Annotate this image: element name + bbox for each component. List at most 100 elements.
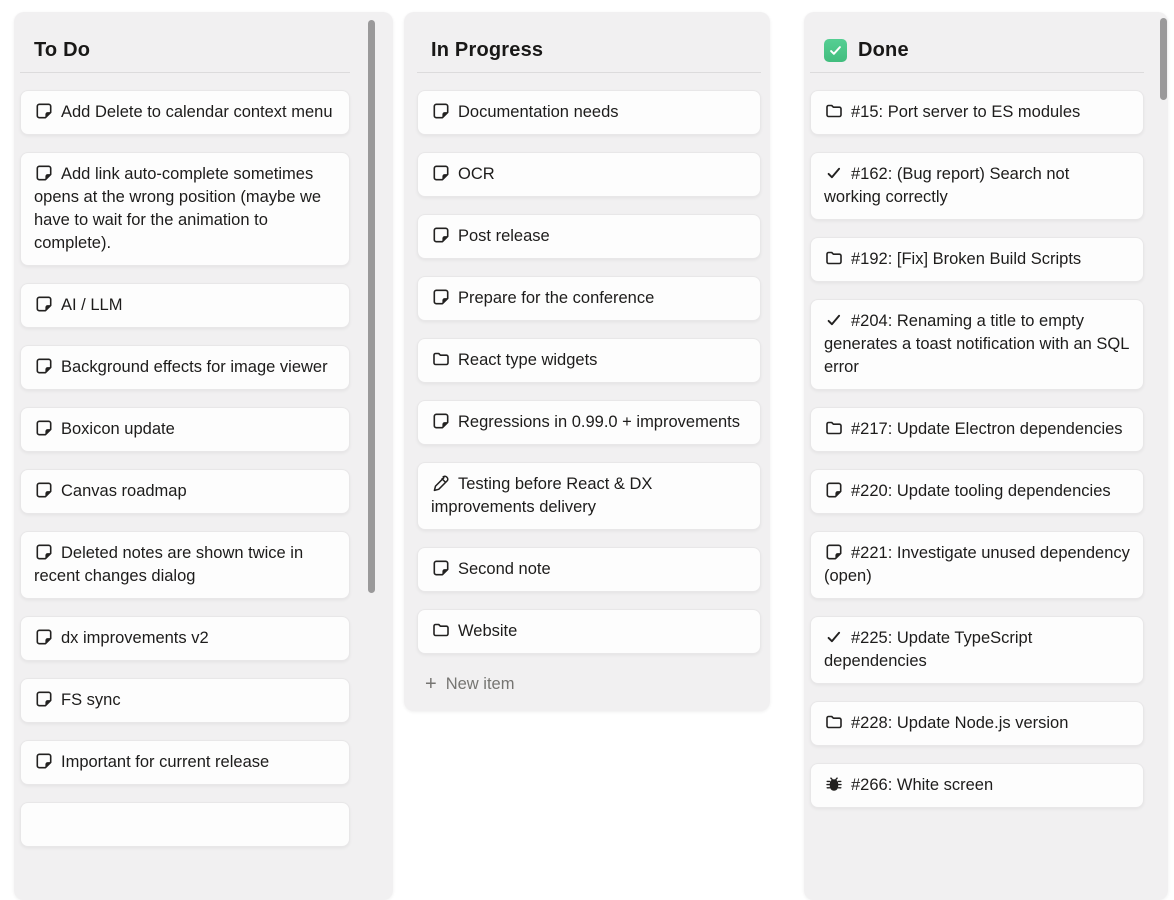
plus-icon: + [425, 673, 437, 695]
column-in-progress: In Progress Documentation needs OCR Post r… [404, 12, 770, 711]
note-icon [34, 101, 54, 121]
card[interactable]: Post release [417, 214, 761, 259]
card[interactable] [20, 802, 350, 847]
card-text: #220: Update tooling dependencies [851, 482, 1111, 500]
note-icon [34, 542, 54, 562]
card-text: #221: Investigate unused dependency (ope… [824, 544, 1130, 585]
card[interactable]: AI / LLM [20, 283, 350, 328]
card[interactable]: Background effects for image viewer [20, 345, 350, 390]
card[interactable]: Website [417, 609, 761, 654]
header-divider [20, 72, 350, 73]
in-progress-card-list: Documentation needs OCR Post release Prepar… [417, 90, 761, 654]
note-icon [34, 163, 54, 183]
note-icon [431, 163, 451, 183]
card[interactable]: OCR [417, 152, 761, 197]
folder-icon [431, 620, 451, 640]
card[interactable]: Add link auto-complete sometimes opens a… [20, 152, 350, 266]
card-text: dx improvements v2 [61, 629, 209, 647]
done-column-scrollbar-thumb[interactable] [1160, 18, 1167, 100]
note-icon [431, 411, 451, 431]
card-text: #266: White screen [851, 776, 994, 794]
card[interactable]: Regressions in 0.99.0 + improvements [417, 400, 761, 445]
card-text: Website [458, 622, 518, 640]
card[interactable]: #217: Update Electron dependencies [810, 407, 1144, 452]
card-text: #162: (Bug report) Search not working co… [824, 165, 1070, 206]
new-item-label: New item [445, 674, 515, 693]
check-icon [824, 627, 844, 647]
note-icon [824, 480, 844, 500]
column-title: In Progress [431, 39, 544, 61]
note-icon [34, 627, 54, 647]
column-todo-header: To Do [34, 36, 350, 64]
card-text: React type widgets [458, 351, 598, 369]
column-in-progress-header: In Progress [431, 36, 761, 64]
note-icon [431, 225, 451, 245]
card-text: Second note [458, 560, 551, 578]
card-text: Add link auto-complete sometimes opens a… [34, 165, 322, 252]
check-icon [824, 163, 844, 183]
note-icon [34, 480, 54, 500]
card-text: Boxicon update [61, 420, 175, 438]
folder-icon [824, 101, 844, 121]
column-done-header: Done [824, 36, 1144, 64]
card[interactable]: #15: Port server to ES modules [810, 90, 1144, 135]
card[interactable]: Prepare for the conference [417, 276, 761, 321]
card[interactable]: #162: (Bug report) Search not working co… [810, 152, 1144, 220]
card[interactable]: Canvas roadmap [20, 469, 350, 514]
card-text: Post release [458, 227, 550, 245]
folder-icon [824, 418, 844, 438]
card-text: Important for current release [61, 753, 270, 771]
card[interactable]: #266: White screen [810, 763, 1144, 808]
card[interactable]: FS sync [20, 678, 350, 723]
pencil-icon [431, 473, 451, 493]
card-text: AI / LLM [61, 296, 123, 314]
note-icon [34, 356, 54, 376]
card[interactable]: Deleted notes are shown twice in recent … [20, 531, 350, 599]
note-icon [34, 689, 54, 709]
card[interactable]: dx improvements v2 [20, 616, 350, 661]
note-icon [34, 294, 54, 314]
card[interactable]: #220: Update tooling dependencies [810, 469, 1144, 514]
card-text: FS sync [61, 691, 121, 709]
note-icon [431, 287, 451, 307]
note-icon [431, 558, 451, 578]
folder-icon [824, 248, 844, 268]
card-text: OCR [458, 165, 495, 183]
card[interactable]: #228: Update Node.js version [810, 701, 1144, 746]
green-checkbox-icon [824, 38, 847, 62]
column-todo: To Do Add Delete to calendar context men… [14, 12, 393, 900]
header-divider [417, 72, 761, 73]
bug-icon [824, 774, 844, 794]
card-text: #228: Update Node.js version [851, 714, 1069, 732]
column-done: Done #15: Port server to ES modules #162:… [804, 12, 1168, 900]
card[interactable]: Testing before React & DX improvements d… [417, 462, 761, 530]
card-text: #204: Renaming a title to empty generate… [824, 312, 1129, 376]
header-divider [810, 72, 1144, 73]
todo-column-scrollbar-thumb[interactable] [368, 20, 375, 593]
card[interactable]: Important for current release [20, 740, 350, 785]
card[interactable]: Documentation needs [417, 90, 761, 135]
card-text: #217: Update Electron dependencies [851, 420, 1123, 438]
card[interactable]: #192: [Fix] Broken Build Scripts [810, 237, 1144, 282]
column-title: Done [858, 39, 909, 61]
card-text: #15: Port server to ES modules [851, 103, 1081, 121]
card[interactable]: #221: Investigate unused dependency (ope… [810, 531, 1144, 599]
card[interactable]: Second note [417, 547, 761, 592]
card[interactable]: Boxicon update [20, 407, 350, 452]
card-text: Background effects for image viewer [61, 358, 328, 376]
card-text: Canvas roadmap [61, 482, 187, 500]
folder-icon [824, 712, 844, 732]
card-text: Testing before React & DX improvements d… [431, 475, 653, 516]
card[interactable]: Add Delete to calendar context menu [20, 90, 350, 135]
card-text: Prepare for the conference [458, 289, 655, 307]
card[interactable]: #225: Update TypeScript dependencies [810, 616, 1144, 684]
card[interactable]: React type widgets [417, 338, 761, 383]
card-text: Add Delete to calendar context menu [61, 103, 333, 121]
folder-icon [431, 349, 451, 369]
card-text: Deleted notes are shown twice in recent … [34, 544, 304, 585]
note-icon [824, 542, 844, 562]
card-text: #192: [Fix] Broken Build Scripts [851, 250, 1082, 268]
new-item-button[interactable]: + New item [425, 671, 761, 697]
card[interactable]: #204: Renaming a title to empty generate… [810, 299, 1144, 390]
note-icon [34, 751, 54, 771]
